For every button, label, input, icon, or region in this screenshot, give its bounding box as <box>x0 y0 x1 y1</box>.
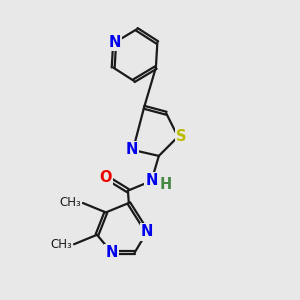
Text: O: O <box>100 170 112 185</box>
Text: CH₃: CH₃ <box>51 238 73 251</box>
Text: N: N <box>125 142 138 158</box>
Text: N: N <box>109 35 121 50</box>
Text: N: N <box>145 173 158 188</box>
Text: H: H <box>160 177 172 192</box>
Text: CH₃: CH₃ <box>60 196 81 209</box>
Text: N: N <box>106 245 118 260</box>
Text: N: N <box>141 224 153 239</box>
Text: S: S <box>176 129 186 144</box>
